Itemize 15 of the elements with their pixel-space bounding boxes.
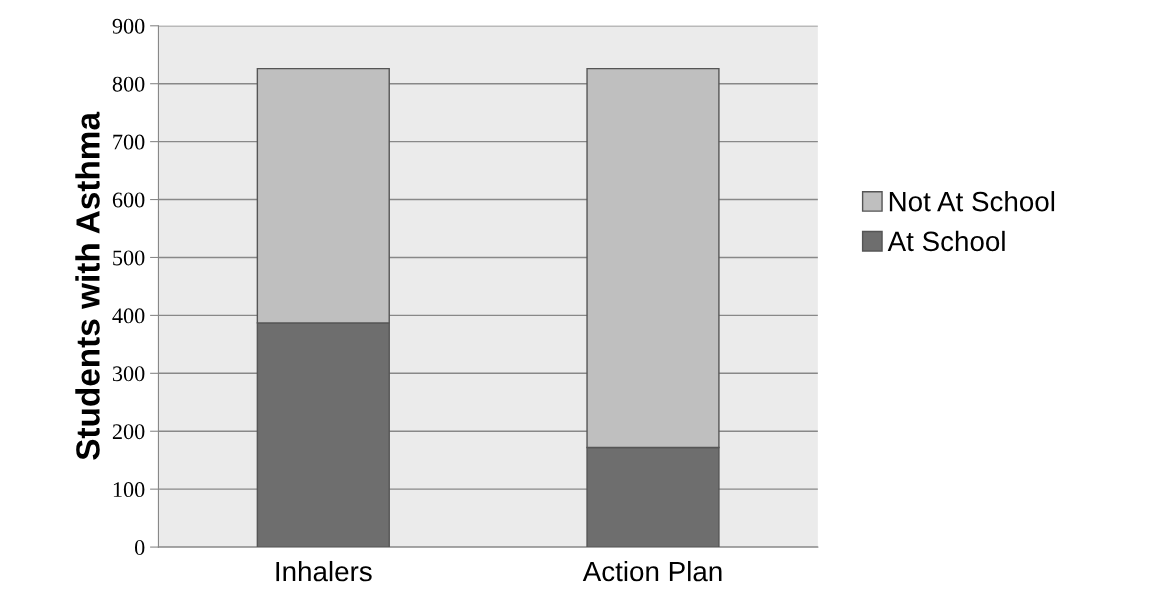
y-tick-label: 700 [113, 134, 145, 150]
legend-label: Not At School [889, 191, 1055, 212]
y-tick-label: 0 [134, 540, 145, 555]
y-tick-label: 900 [112, 18, 145, 34]
y-axis-title: Students with Asthma [75, 111, 100, 460]
y-tick-label: 200 [112, 424, 145, 440]
y-tick-label: 500 [113, 250, 145, 266]
y-tick-label: 800 [112, 76, 145, 92]
y-tick-label: 600 [112, 192, 145, 208]
legend-label: At School [887, 230, 1005, 252]
x-tick-label: Action Plan [582, 560, 722, 582]
y-tick-label: 100 [113, 482, 145, 498]
y-tick-label: 300 [112, 366, 145, 382]
y-tick-label: 400 [112, 308, 145, 324]
x-tick-label: Inhalers [276, 560, 372, 582]
